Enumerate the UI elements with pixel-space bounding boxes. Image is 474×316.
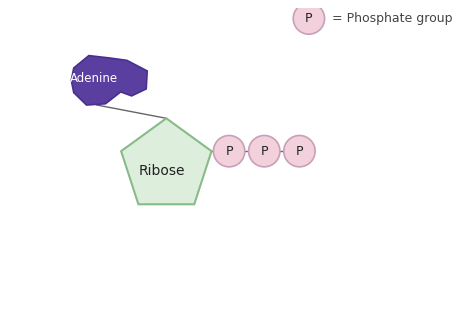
Text: P: P (225, 145, 233, 158)
Circle shape (213, 136, 245, 167)
Polygon shape (71, 56, 147, 105)
Text: Adenine: Adenine (70, 72, 118, 85)
Text: P: P (296, 145, 303, 158)
Circle shape (293, 3, 325, 34)
Text: P: P (261, 145, 268, 158)
Text: = Phosphate group: = Phosphate group (332, 12, 452, 25)
Text: Ribose: Ribose (138, 164, 185, 178)
Circle shape (248, 136, 280, 167)
Text: P: P (305, 12, 313, 25)
Circle shape (284, 136, 315, 167)
Polygon shape (121, 118, 211, 204)
